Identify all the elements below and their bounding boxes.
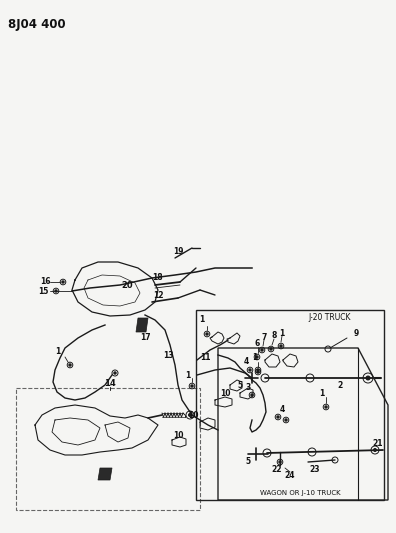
Text: 10: 10	[220, 389, 230, 398]
Circle shape	[188, 414, 192, 416]
Text: 1: 1	[199, 316, 205, 325]
Polygon shape	[98, 468, 112, 480]
Text: 2: 2	[337, 381, 343, 390]
Polygon shape	[136, 318, 148, 332]
Text: 15: 15	[38, 287, 48, 296]
Circle shape	[114, 372, 116, 374]
Text: 8J04 400: 8J04 400	[8, 18, 66, 31]
Text: 1: 1	[55, 348, 61, 357]
Text: WAGON OR J-10 TRUCK: WAGON OR J-10 TRUCK	[260, 490, 340, 496]
Circle shape	[285, 419, 287, 421]
Circle shape	[257, 369, 259, 371]
Text: 1: 1	[252, 353, 258, 362]
Text: 1: 1	[185, 370, 190, 379]
Circle shape	[261, 349, 263, 351]
Circle shape	[251, 394, 253, 396]
Bar	[16, 388, 200, 510]
Text: 19: 19	[173, 247, 183, 256]
Circle shape	[270, 348, 272, 350]
Circle shape	[249, 369, 251, 371]
Circle shape	[55, 290, 57, 292]
Text: 5: 5	[246, 457, 251, 466]
Circle shape	[366, 376, 370, 380]
Circle shape	[279, 461, 281, 463]
Text: 11: 11	[200, 353, 211, 362]
Text: 10: 10	[188, 410, 198, 419]
Text: 21: 21	[373, 440, 383, 448]
Circle shape	[256, 356, 258, 358]
Text: 24: 24	[285, 471, 295, 480]
Text: 1: 1	[320, 389, 325, 398]
Circle shape	[62, 281, 64, 283]
Text: 7: 7	[261, 333, 267, 342]
Text: 22: 22	[272, 464, 282, 473]
Text: 5: 5	[238, 381, 243, 390]
Bar	[196, 310, 384, 500]
Text: 6: 6	[254, 340, 260, 349]
Circle shape	[325, 406, 327, 408]
Circle shape	[373, 448, 377, 451]
Circle shape	[206, 333, 208, 335]
Circle shape	[257, 371, 259, 373]
Text: 16: 16	[40, 278, 51, 287]
Text: 17: 17	[140, 333, 150, 342]
Text: 14: 14	[104, 378, 116, 387]
Text: 9: 9	[353, 329, 359, 338]
Text: 4: 4	[244, 358, 249, 367]
Text: 8: 8	[271, 332, 277, 341]
Text: 4: 4	[279, 406, 285, 415]
Text: 13: 13	[163, 351, 173, 359]
Text: 12: 12	[153, 290, 163, 300]
Text: J-20 TRUCK: J-20 TRUCK	[309, 313, 351, 322]
Circle shape	[280, 345, 282, 347]
Text: 10: 10	[173, 431, 183, 440]
Text: 18: 18	[152, 273, 162, 282]
Circle shape	[69, 364, 71, 366]
Text: 3: 3	[246, 384, 251, 392]
Circle shape	[277, 416, 279, 418]
Text: 1: 1	[279, 328, 285, 337]
Circle shape	[191, 385, 193, 387]
Text: 20: 20	[121, 280, 133, 289]
Text: 23: 23	[310, 465, 320, 474]
